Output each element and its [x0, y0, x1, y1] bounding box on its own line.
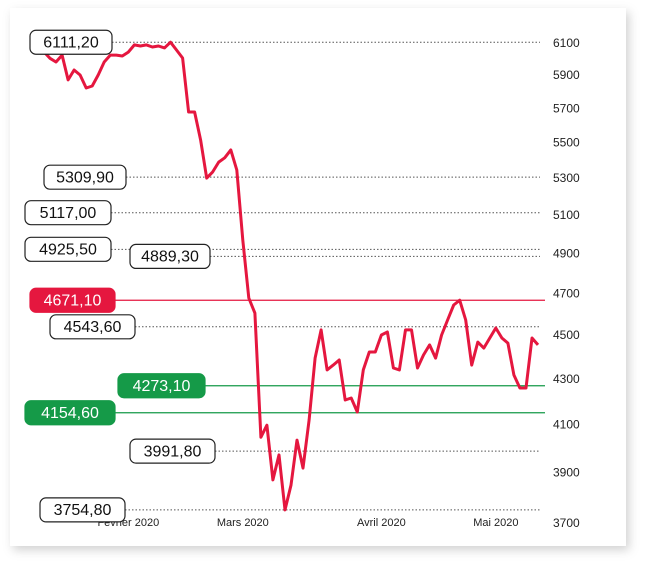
label-box: [129, 243, 211, 270]
label-box: [39, 497, 126, 523]
x-tick-label: Avril 2020: [357, 517, 406, 529]
annotation-label: 4154,60: [41, 405, 99, 422]
label-box: [24, 200, 112, 226]
annotation-label: 4925,50: [39, 242, 97, 259]
y-tick-label: 4500: [553, 328, 580, 342]
annotation-label: 4273,10: [133, 378, 191, 395]
annotation-label: 6111,20: [43, 34, 99, 51]
label-box: [24, 236, 112, 262]
label-box: [129, 438, 216, 464]
annotation-label: 4889,30: [141, 249, 199, 266]
y-tick-label: 5700: [553, 101, 580, 115]
y-tick-label: 3700: [553, 516, 580, 530]
y-tick-label: 5300: [553, 171, 580, 185]
y-tick-label: 5500: [553, 136, 580, 150]
label-box: [29, 29, 113, 55]
label-box: [29, 287, 116, 313]
y-tick-label: 4100: [553, 418, 580, 432]
y-tick-label: 3900: [553, 466, 580, 480]
label-box: [49, 314, 136, 340]
y-tick-label: 4700: [553, 286, 580, 300]
card: [10, 8, 626, 546]
label-box: [117, 373, 206, 399]
annotation-label: 5309,90: [56, 169, 114, 186]
annotation-label: 4671,10: [44, 292, 102, 309]
label-box: [24, 400, 116, 426]
annotation-label: 3754,80: [54, 502, 112, 519]
y-tick-label: 6100: [553, 36, 580, 50]
y-tick-label: 5900: [553, 68, 580, 82]
price-line: [42, 40, 540, 512]
label-box: [43, 164, 127, 190]
y-tick-label: 4300: [553, 372, 580, 386]
x-tick-label: Mai 2020: [473, 517, 518, 529]
y-tick-label: 4900: [553, 246, 580, 260]
annotation-label: 4543,60: [64, 319, 122, 336]
x-tick-label: Mars 2020: [217, 517, 269, 529]
y-tick-label: 5100: [553, 208, 580, 222]
annotation-label: 5117,00: [40, 205, 97, 222]
annotation-label: 3991,80: [144, 443, 202, 460]
